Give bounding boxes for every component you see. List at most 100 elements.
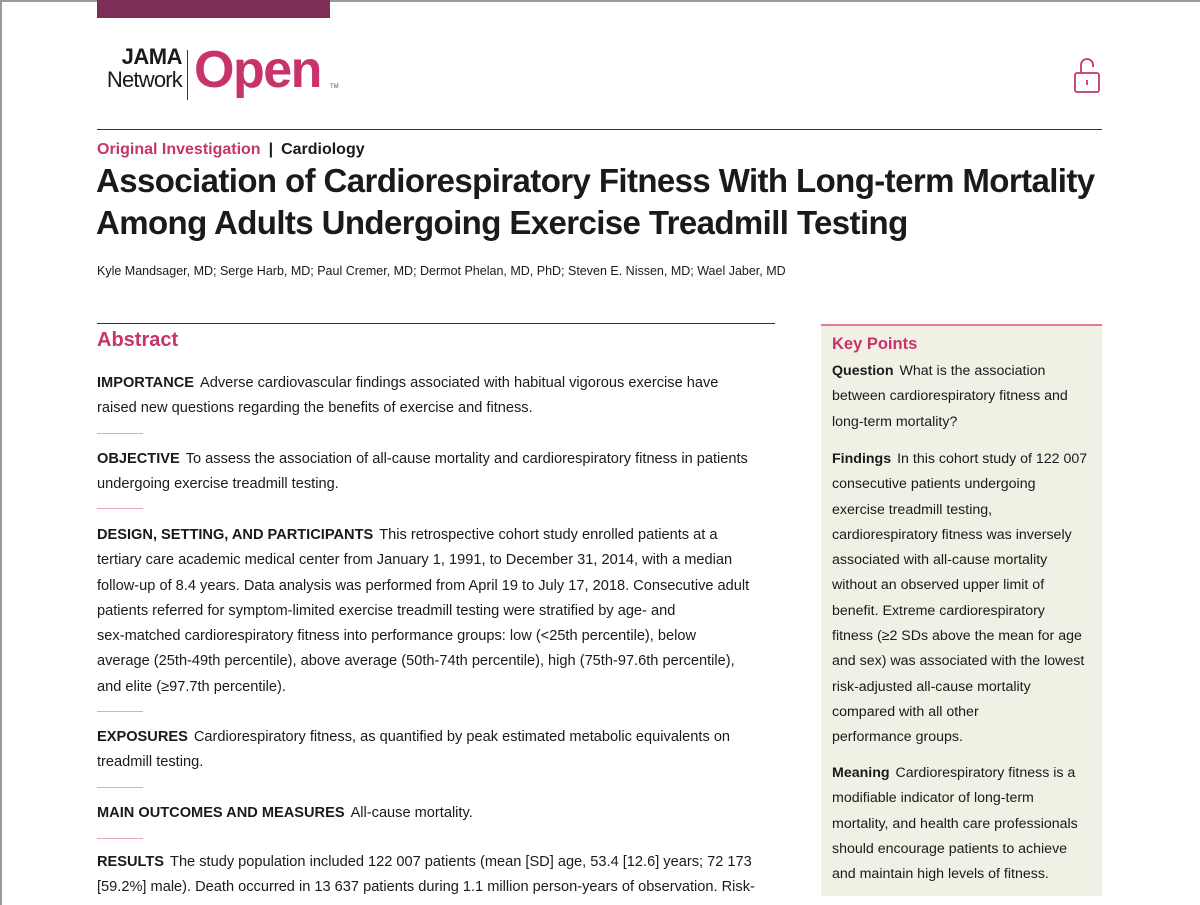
line-text: and elite (≥97.7th percentile).	[97, 678, 286, 695]
key-point-line: long-term mortality?	[832, 410, 1068, 435]
abstract-line: tertiary care academic medical center fr…	[97, 548, 749, 573]
line-text: cardiorespiratory fitness was inversely	[832, 526, 1072, 543]
section-divider	[97, 838, 143, 839]
logo-network: Network	[106, 67, 183, 92]
abstract-line: MAIN OUTCOMES AND MEASURES All-cause mort…	[97, 801, 473, 826]
abstract-section-design-setting-and-participants: DESIGN, SETTING, AND PARTICIPANTS This re…	[97, 523, 749, 700]
line-text: and maintain high levels of fitness.	[832, 866, 1049, 883]
key-point-line: risk-adjusted all-cause mortality	[832, 675, 1087, 700]
abstract-section-importance: IMPORTANCE Adverse cardiovascular finding…	[97, 371, 718, 422]
article-type[interactable]: Original Investigation	[97, 141, 261, 158]
key-point-findings: Findings In this cohort study of 122 007 c…	[832, 447, 1087, 751]
line-text: tertiary care academic medical center fr…	[97, 552, 733, 569]
article-title: Association of Cardiorespiratory Fitness…	[96, 160, 1095, 244]
line-text: patients referred for symptom-limited ex…	[97, 602, 676, 619]
unlock-icon[interactable]	[1073, 55, 1101, 100]
abstract-line: RESULTS The study population included 122…	[97, 850, 755, 875]
line-text: mortality, and health care professionals	[832, 815, 1078, 832]
key-point-line: should encourage patients to achieve	[832, 837, 1078, 862]
line-text: consecutive patients undergoing	[832, 476, 1036, 493]
line-text: exercise treadmill testing,	[832, 501, 993, 518]
section-divider	[97, 508, 143, 509]
abstract-rule	[97, 323, 775, 324]
line-text: Cardiorespiratory fitness, as quantified…	[193, 729, 731, 745]
line-text: without an observed upper limit of	[832, 577, 1045, 594]
key-point-line: Meaning Cardiorespiratory fitness is a	[832, 761, 1078, 786]
key-point-line: without an observed upper limit of	[832, 573, 1087, 598]
line-text: follow-up of 8.4 years. Data analysis wa…	[97, 577, 750, 594]
abstract-line: EXPOSURES Cardiorespiratory fitness, as q…	[97, 725, 730, 750]
line-text: long-term mortality?	[832, 413, 958, 430]
logo-separator	[187, 50, 188, 100]
key-point-meaning: Meaning Cardiorespiratory fitness is a mod…	[832, 761, 1078, 887]
key-point-line: performance groups.	[832, 725, 1087, 750]
section-label: OBJECTIVE	[97, 451, 180, 467]
key-point-line: mortality, and health care professionals	[832, 812, 1078, 837]
abstract-line: patients referred for symptom-limited ex…	[97, 599, 749, 624]
line-text: To assess the association of all-cause m…	[185, 451, 748, 467]
section-divider	[97, 711, 143, 712]
line-text: and sex) was associated with the lowest	[832, 653, 1085, 670]
brand-top-bar	[97, 0, 330, 18]
abstract-line: IMPORTANCE Adverse cardiovascular finding…	[97, 371, 718, 396]
line-text: Adverse cardiovascular findings associat…	[200, 375, 719, 391]
author-list: Kyle Mandsager, MD; Serge Harb, MD; Paul…	[97, 264, 786, 278]
abstract-line: average (25th-49th percentile), above av…	[97, 649, 749, 674]
line-text: compared with all other	[832, 703, 979, 720]
line-text: fitness (≥2 SDs above the mean for age	[832, 628, 1082, 645]
section-label: MAIN OUTCOMES AND MEASURES	[97, 805, 345, 821]
key-point-line: and maintain high levels of fitness.	[832, 862, 1078, 887]
page-border-left	[0, 0, 2, 905]
abstract-section-main-outcomes-and-measures: MAIN OUTCOMES AND MEASURES All-cause mort…	[97, 801, 473, 826]
line-text: between cardiorespiratory fitness and	[832, 388, 1068, 405]
abstract-line: raised new questions regarding the benef…	[97, 396, 718, 421]
section-label: IMPORTANCE	[97, 375, 195, 391]
line-text: sex-matched cardiorespiratory fitness in…	[97, 628, 697, 645]
key-point-line: fitness (≥2 SDs above the mean for age	[832, 624, 1087, 649]
line-text: raised new questions regarding the benef…	[97, 400, 533, 417]
line-text: undergoing exercise treadmill testing.	[97, 476, 339, 493]
abstract-section-exposures: EXPOSURES Cardiorespiratory fitness, as q…	[97, 725, 730, 776]
abstract-line: treadmill testing.	[97, 750, 730, 775]
abstract-line: undergoing exercise treadmill testing.	[97, 472, 748, 497]
header-rule	[97, 129, 1102, 130]
key-point-line: benefit. Extreme cardiorespiratory	[832, 599, 1087, 624]
key-point-label: Meaning	[832, 765, 890, 781]
line-text: benefit. Extreme cardiorespiratory	[832, 602, 1045, 619]
line-text: modifiable indicator of long-term	[832, 790, 1034, 807]
key-point-line: consecutive patients undergoing	[832, 472, 1087, 497]
abstract-line: DESIGN, SETTING, AND PARTICIPANTS This re…	[97, 523, 749, 548]
key-point-line: Question What is the association	[832, 359, 1068, 384]
line-text: In this cohort study of 122 007	[897, 451, 1088, 467]
section-label: EXPOSURES	[97, 729, 188, 745]
key-point-line: exercise treadmill testing,	[832, 498, 1087, 523]
section-divider	[97, 787, 143, 788]
key-point-line: modifiable indicator of long-term	[832, 786, 1078, 811]
line-text: What is the association	[899, 363, 1046, 379]
abstract-heading: Abstract	[97, 329, 179, 351]
page-border-top	[0, 0, 1200, 2]
line-text: treadmill testing.	[97, 754, 204, 771]
key-point-question: Question What is the association between c…	[832, 359, 1068, 435]
logo-jama: JAMA	[121, 44, 183, 69]
abstract-line: [59.2%] male). Death occurred in 13 637 …	[97, 875, 755, 900]
kicker-separator: |	[268, 141, 274, 158]
line-text: Cardiorespiratory fitness is a	[895, 765, 1076, 781]
line-text: [59.2%] male). Death occurred in 13 637 …	[97, 879, 755, 896]
line-text: average (25th-49th percentile), above av…	[97, 653, 735, 670]
key-point-line: and sex) was associated with the lowest	[832, 649, 1087, 674]
section-divider	[97, 433, 143, 434]
key-point-line: cardiorespiratory fitness was inversely	[832, 523, 1087, 548]
logo-open: Open	[194, 41, 322, 99]
line-text: The study population included 122 007 pa…	[170, 854, 752, 870]
abstract-line: OBJECTIVE To assess the association of al…	[97, 447, 748, 472]
section-label: RESULTS	[97, 854, 165, 870]
article-section[interactable]: Cardiology	[281, 141, 365, 158]
section-label: DESIGN, SETTING, AND PARTICIPANTS	[97, 527, 374, 543]
key-point-line: Findings In this cohort study of 122 007	[832, 447, 1087, 472]
key-point-label: Question	[832, 363, 894, 379]
article-kicker: Original Investigation | Cardiology	[97, 140, 365, 160]
logo-trademark: TM	[330, 84, 339, 90]
line-text: should encourage patients to achieve	[832, 840, 1068, 857]
line-text: risk-adjusted all-cause mortality	[832, 678, 1031, 695]
